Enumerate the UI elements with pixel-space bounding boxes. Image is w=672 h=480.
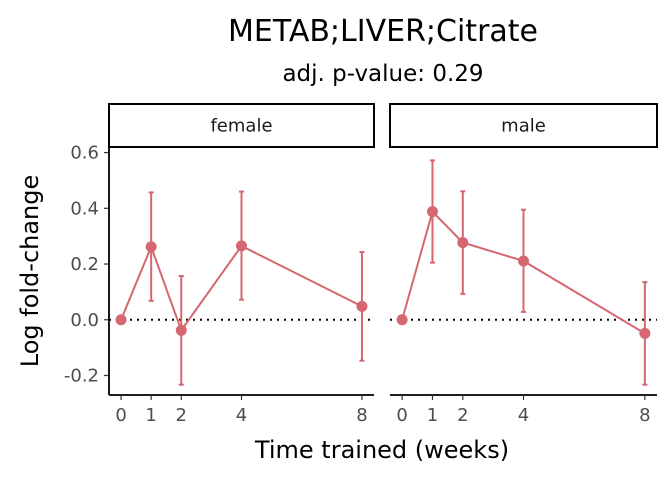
data-point [236, 240, 247, 252]
x-tick-label: 1 [427, 405, 438, 426]
y-tick-label: 0.2 [70, 254, 99, 275]
facet-strip-label: male [501, 116, 546, 137]
data-point [518, 255, 529, 267]
y-tick-label: 0.6 [70, 143, 99, 164]
y-axis: -0.2 0.0 0.2 0.4 0.6 [64, 143, 110, 395]
data-point [426, 206, 438, 218]
x-tick-label: 1 [145, 405, 156, 426]
y-axis-title: Log fold-change [16, 175, 44, 368]
x-tick-label: 8 [639, 405, 650, 426]
x-tick-label: 2 [457, 405, 468, 426]
x-tick-label: 2 [176, 405, 187, 426]
data-point [457, 237, 469, 249]
chart-subtitle: adj. p-value: 0.29 [282, 61, 483, 87]
y-tick-label: 0.4 [70, 198, 99, 219]
y-tick-label: -0.2 [64, 365, 99, 386]
data-point [356, 300, 368, 312]
x-tick-label: 8 [356, 405, 367, 426]
x-tick-label: 4 [236, 405, 247, 426]
x-tick-label: 0 [115, 405, 126, 426]
x-tick-label: 0 [396, 405, 407, 426]
x-tick-label: 4 [518, 405, 529, 426]
facet-panel-female: female 0 1 2 4 8 [108, 103, 375, 426]
y-tick-label: 0.0 [70, 310, 99, 331]
facet-strip-label: female [210, 116, 272, 137]
data-point [145, 241, 157, 253]
data-point [396, 314, 408, 326]
facet-panel-male: male 0 1 2 4 8 [389, 103, 658, 426]
x-axis-title: Time trained (weeks) [254, 436, 509, 464]
data-point [639, 327, 651, 339]
data-point [175, 324, 187, 336]
data-point [115, 314, 127, 326]
facet-strip [389, 103, 658, 148]
chart-title: METAB;LIVER;Citrate [228, 14, 538, 49]
facet-strip [108, 103, 375, 148]
